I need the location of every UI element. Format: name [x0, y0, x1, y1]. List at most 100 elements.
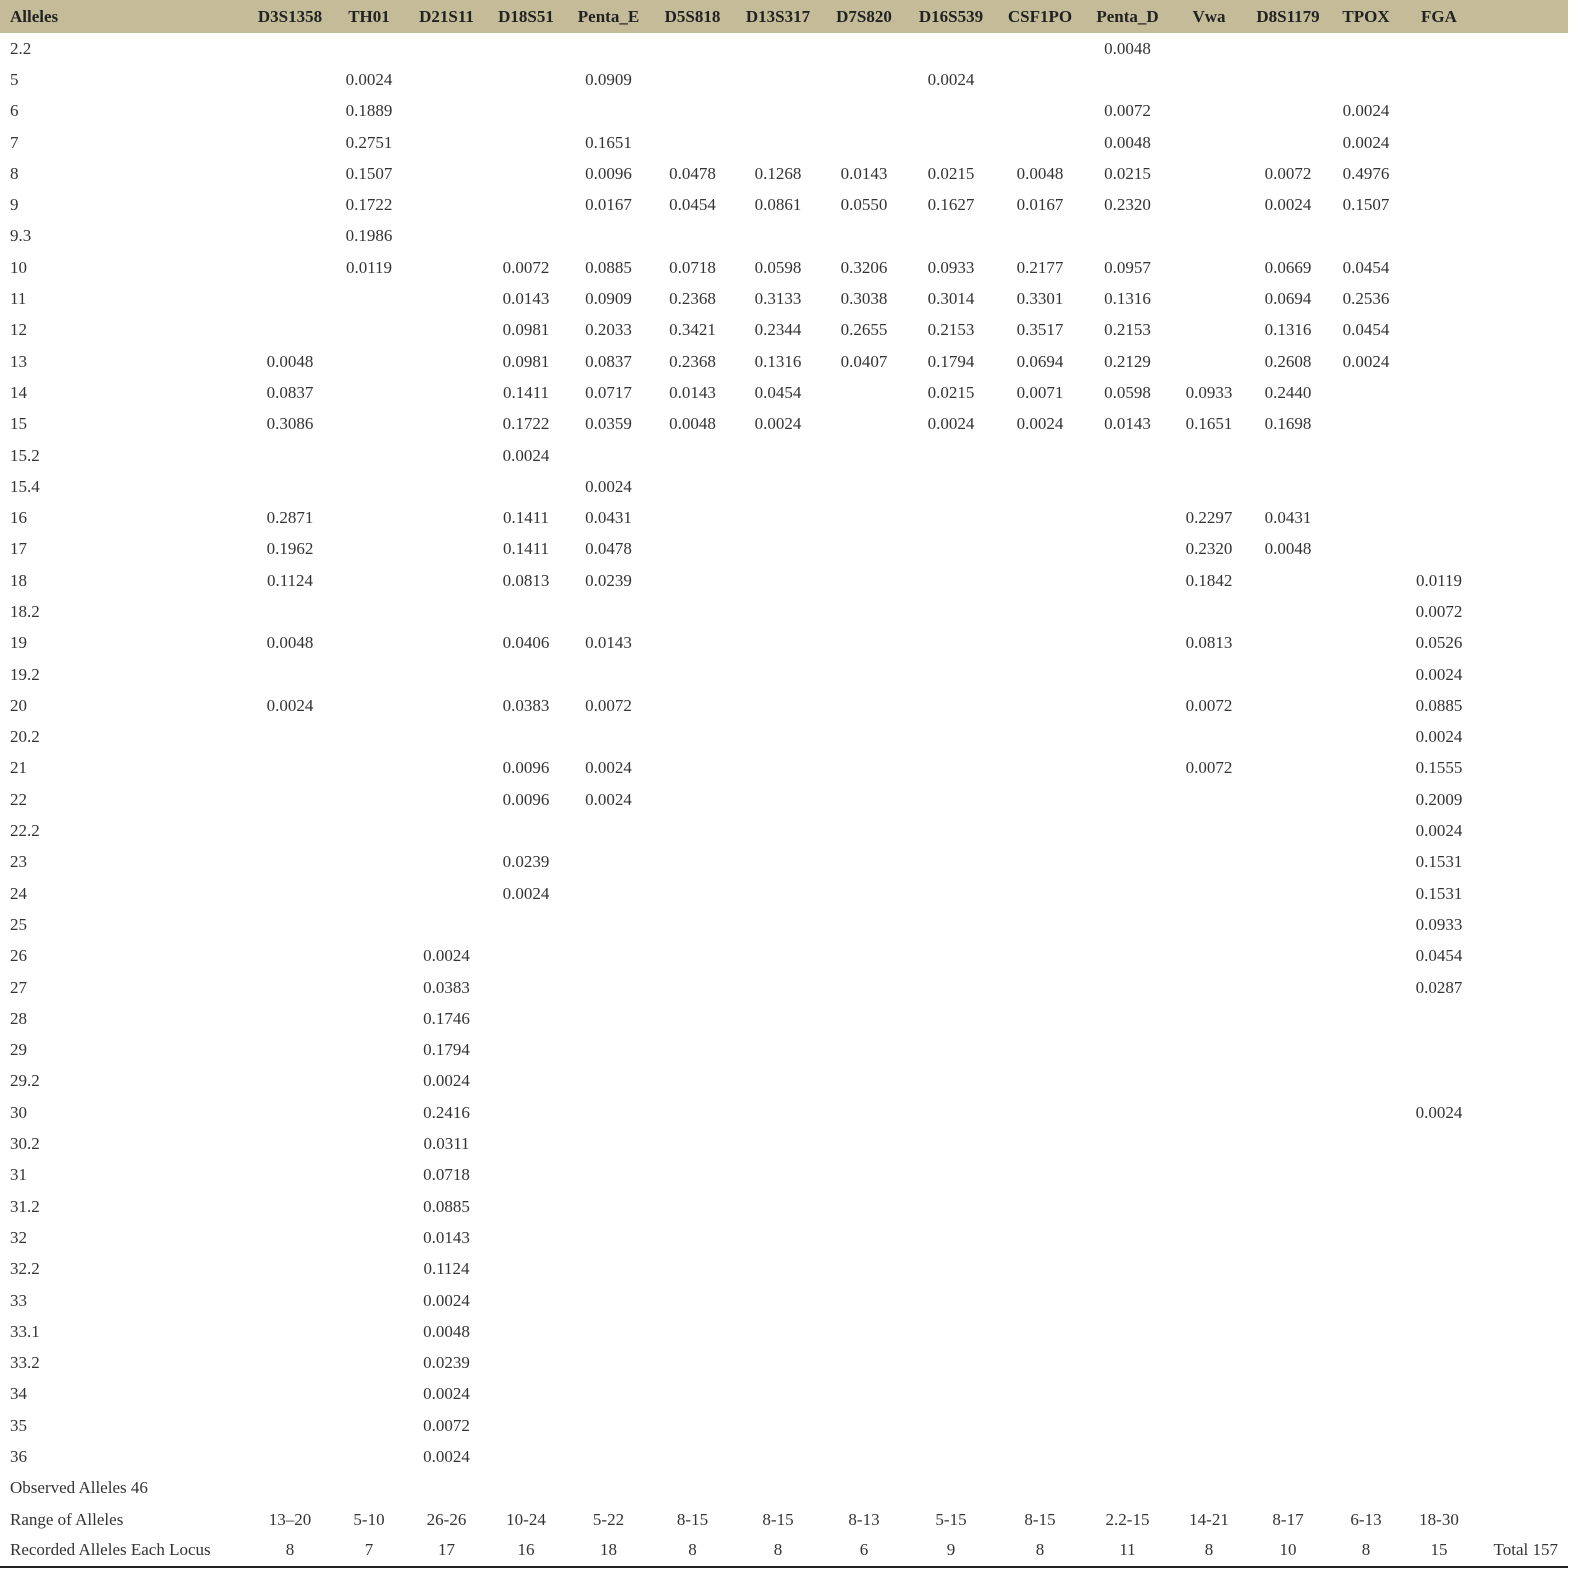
frequency-cell: [485, 659, 567, 690]
range-cell: 2.2-15: [1105, 1509, 1150, 1529]
frequency-cell: [995, 784, 1085, 815]
recorded-cell: 8: [688, 1540, 697, 1560]
frequency-cell: [821, 471, 907, 502]
range-cell: 8-17: [1272, 1509, 1304, 1529]
frequency-cell: [1248, 690, 1328, 721]
frequency-cell: [907, 1097, 995, 1128]
frequency-cell: [250, 283, 330, 314]
frequency-cell: [907, 221, 995, 252]
empty-cell: [1474, 1347, 1568, 1378]
frequency-cell: [408, 502, 485, 533]
allele-label: 29.2: [10, 1071, 40, 1091]
frequency-cell: 0.1411: [502, 539, 550, 559]
allele-label: 34: [10, 1384, 27, 1404]
frequency-cell: [1085, 815, 1170, 846]
allele-label: 19.2: [10, 664, 40, 684]
frequency-cell: 0.0072: [1104, 101, 1151, 121]
empty-cell: [1474, 1066, 1568, 1097]
frequency-cell: [1248, 565, 1328, 596]
frequency-cell: [821, 502, 907, 533]
frequency-cell: [567, 972, 650, 1003]
frequency-cell: [485, 221, 567, 252]
frequency-cell: [907, 1128, 995, 1159]
frequency-cell: [250, 878, 330, 909]
frequency-cell: [650, 502, 735, 533]
frequency-cell: 0.0072: [423, 1415, 470, 1435]
frequency-cell: [485, 1285, 567, 1316]
frequency-cell: [1248, 784, 1328, 815]
table-row: 30 0.2416 0.0024: [0, 1097, 1568, 1128]
frequency-cell: [408, 440, 485, 471]
frequency-cell: [995, 1347, 1085, 1378]
frequency-cell: [735, 847, 821, 878]
table-row: 9 0.1722 0.0167 0.0454 0.0861 0.0550 0.1627 0.0…: [0, 189, 1568, 220]
frequency-cell: [995, 1097, 1085, 1128]
frequency-cell: [1404, 158, 1474, 189]
range-cell: 14-21: [1189, 1509, 1229, 1529]
table-row: 36 0.0024: [0, 1441, 1568, 1472]
frequency-cell: [735, 690, 821, 721]
empty-cell: [1474, 409, 1568, 440]
frequency-cell: [1404, 252, 1474, 283]
frequency-cell: [650, 471, 735, 502]
frequency-cell: [1248, 628, 1328, 659]
frequency-cell: [907, 1191, 995, 1222]
frequency-cell: [1170, 847, 1248, 878]
frequency-cell: [1328, 502, 1404, 533]
allele-label: 17: [10, 539, 27, 559]
frequency-cell: 0.2177: [1016, 257, 1064, 277]
frequency-cell: [735, 722, 821, 753]
frequency-cell: 0.0024: [1342, 101, 1390, 121]
frequency-cell: [907, 596, 995, 627]
frequency-cell: [1248, 471, 1328, 502]
frequency-cell: [485, 64, 567, 95]
frequency-cell: 0.3133: [754, 289, 802, 309]
frequency-cell: [567, 878, 650, 909]
header-locus: D16S539: [918, 6, 984, 26]
frequency-cell: [735, 941, 821, 972]
frequency-cell: [1328, 221, 1404, 252]
frequency-cell: [408, 722, 485, 753]
frequency-cell: 0.0718: [423, 1165, 470, 1185]
frequency-cell: 0.0048: [266, 633, 314, 653]
frequency-cell: [250, 1285, 330, 1316]
frequency-cell: [1328, 1097, 1404, 1128]
frequency-cell: 0.0024: [585, 476, 632, 496]
allele-label: 6: [10, 101, 19, 121]
allele-label: 11: [10, 289, 27, 309]
frequency-cell: [567, 1035, 650, 1066]
frequency-cell: 0.0024: [266, 695, 314, 715]
table-body: 2.2 0.0048 5 0.0024 0.0909 0.0024 6 0.1889 0.007…: [0, 33, 1568, 1567]
frequency-cell: [735, 440, 821, 471]
frequency-cell: 0.1722: [345, 195, 393, 215]
table-row: 19.2 0.0024: [0, 659, 1568, 690]
frequency-cell: [567, 221, 650, 252]
frequency-cell: [250, 1035, 330, 1066]
frequency-cell: 0.0909: [585, 289, 632, 309]
frequency-cell: [330, 972, 408, 1003]
frequency-cell: [995, 659, 1085, 690]
frequency-cell: [250, 1254, 330, 1285]
frequency-cell: [1404, 346, 1474, 377]
frequency-cell: [650, 565, 735, 596]
frequency-cell: [650, 127, 735, 158]
empty-cell: [1474, 377, 1568, 408]
frequency-cell: [1248, 64, 1328, 95]
empty-cell: [1474, 1316, 1568, 1347]
frequency-cell: [330, 346, 408, 377]
frequency-cell: [735, 596, 821, 627]
frequency-cell: 0.2153: [927, 320, 975, 340]
frequency-cell: [1328, 409, 1404, 440]
frequency-cell: [1085, 471, 1170, 502]
header-locus: Penta_D: [1096, 6, 1159, 26]
table-row: 17 0.1962 0.1411 0.0478 0.2320 0.0048: [0, 534, 1568, 565]
frequency-cell: [330, 1191, 408, 1222]
frequency-cell: [907, 1222, 995, 1253]
frequency-cell: [650, 1441, 735, 1472]
frequency-cell: [907, 1285, 995, 1316]
frequency-cell: [821, 377, 907, 408]
allele-label: 19: [10, 633, 27, 653]
frequency-cell: [1248, 1035, 1328, 1066]
frequency-cell: [1170, 596, 1248, 627]
empty-cell: [1474, 315, 1568, 346]
